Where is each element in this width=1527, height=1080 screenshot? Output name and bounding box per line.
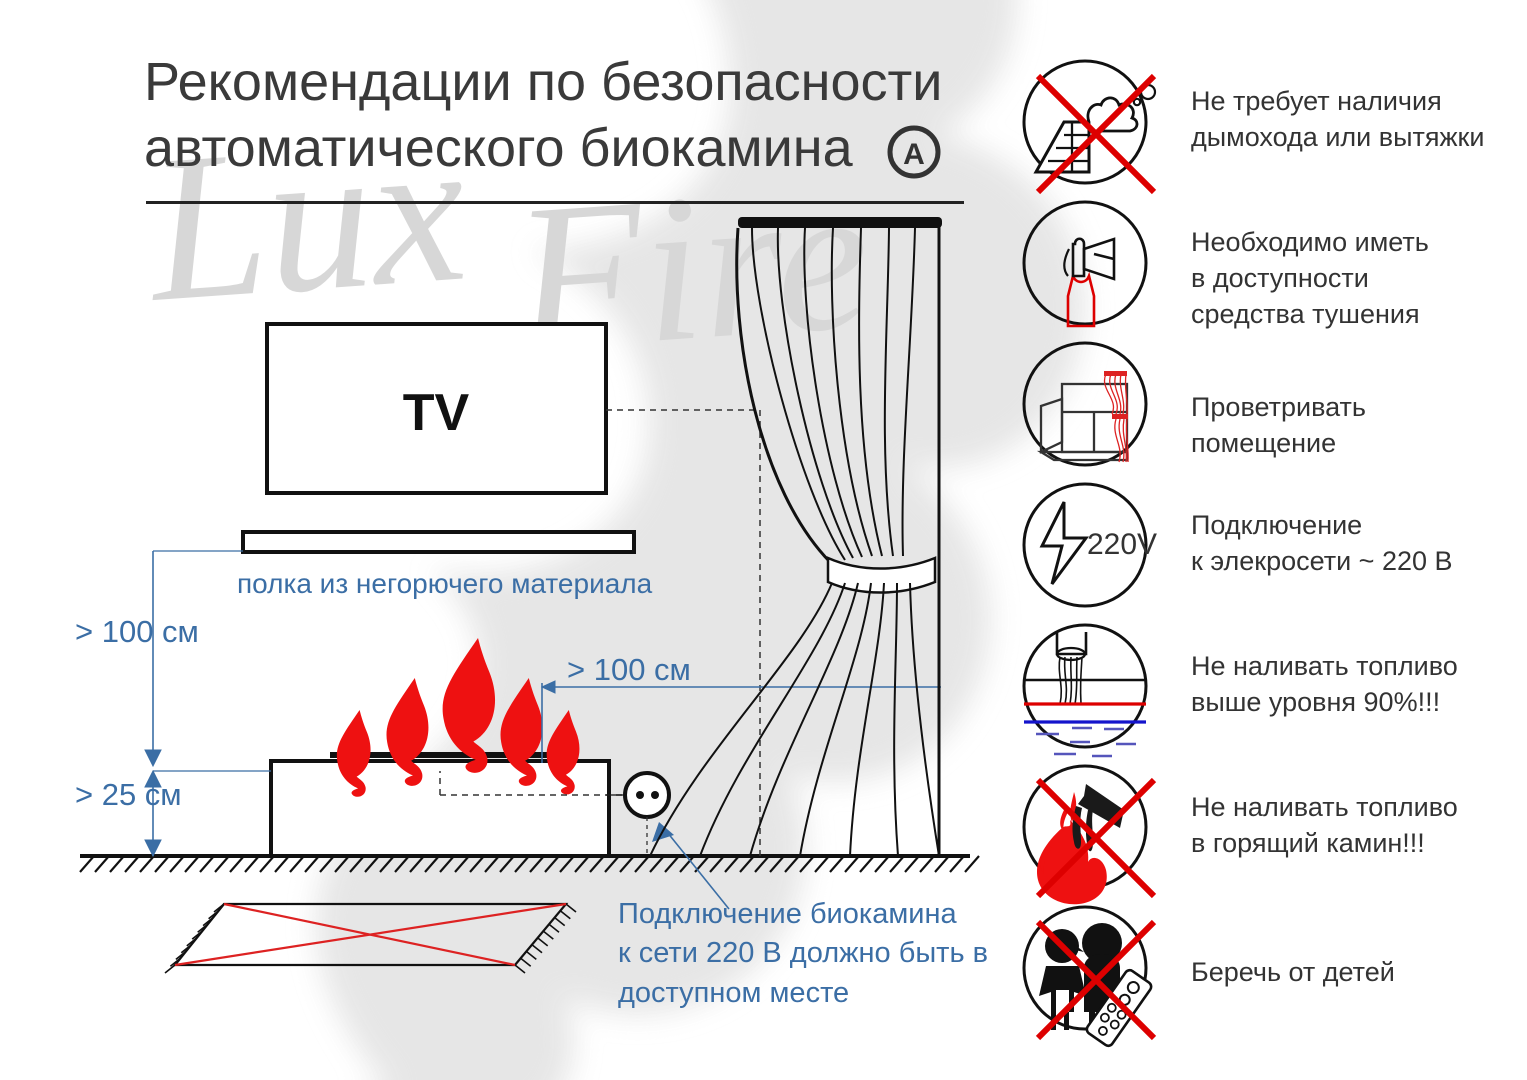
svg-text:220V: 220V [1087,528,1157,561]
